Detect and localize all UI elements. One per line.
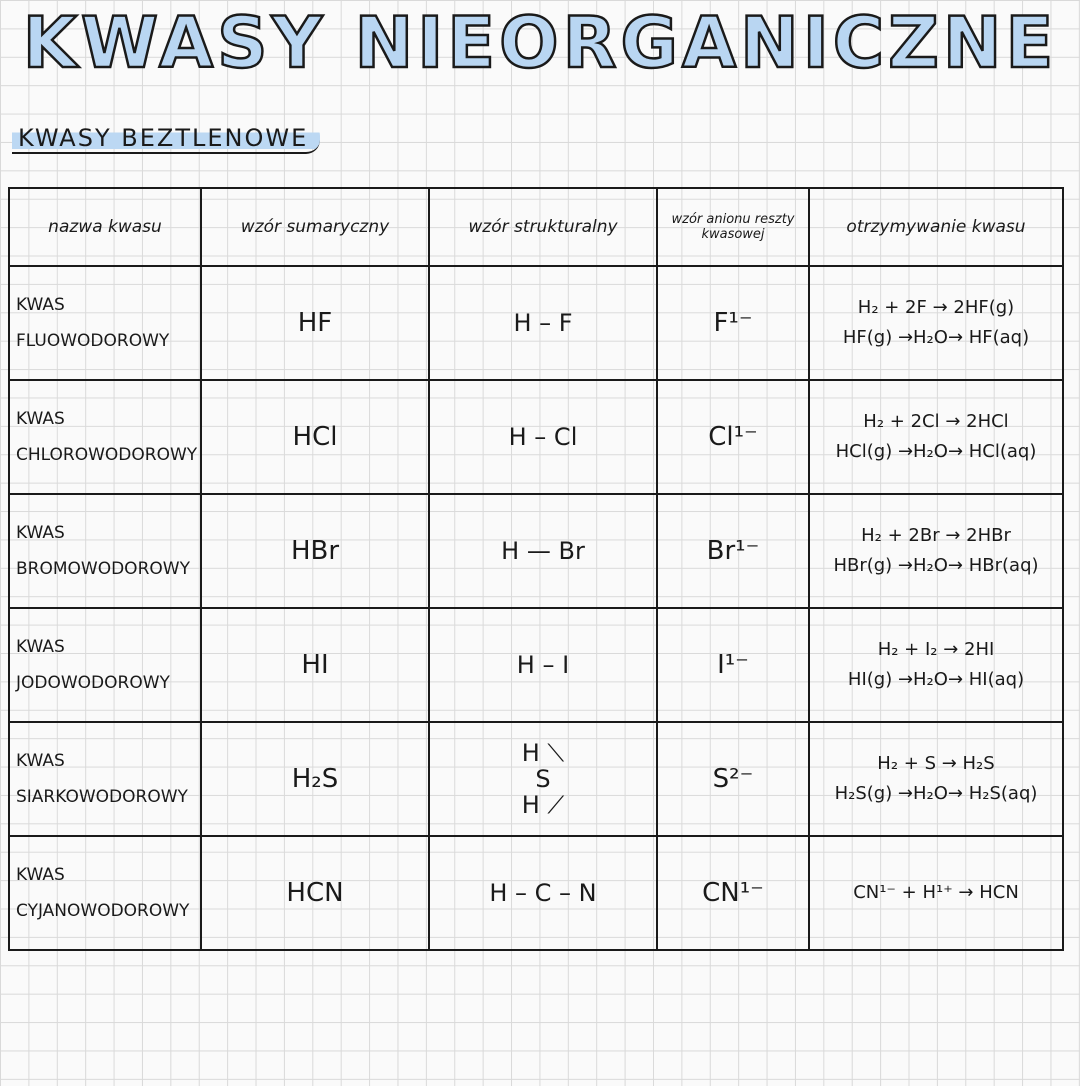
acid-name-line: KWAS	[16, 865, 65, 885]
structural-formula: H – F	[428, 265, 658, 381]
anion: Br¹⁻	[656, 493, 810, 609]
acid-name-line: JODOWODOROWY	[16, 673, 170, 693]
structural-formula: H ⟍ S H ⟋	[428, 721, 658, 837]
anion: S²⁻	[656, 721, 810, 837]
reaction-line: H₂S(g) →H₂O→ H₂S(aq)	[834, 783, 1038, 804]
acid-name: KWAS FLUOWODOROWY	[8, 265, 202, 381]
acid-name-line: CHLOROWODOROWY	[16, 445, 198, 465]
table-row: KWAS FLUOWODOROWY HF H – F F¹⁻ H₂ + 2F → 2HF(…	[8, 265, 1064, 381]
section-heading: KWASY BEZTLENOWE	[12, 122, 321, 154]
table-row: KWAS BROMOWODOROWY HBr H — Br Br¹⁻ H₂ + 2Br →…	[8, 493, 1064, 609]
reaction-line: H₂ + 2Br → 2HBr	[861, 525, 1011, 546]
structural-formula-line: H – C – N	[489, 879, 597, 907]
table-row: KWAS SIARKOWODOROWY H₂S H ⟍ S H ⟋ S²⁻ H₂ + S → …	[8, 721, 1064, 837]
structural-formula-line: H ⟍	[521, 739, 565, 767]
formula: HCl	[200, 379, 430, 495]
reaction: H₂ + 2Br → 2HBr HBr(g) →H₂O→ HBr(aq)	[808, 493, 1064, 609]
acid-table: nazwa kwasu wzór sumaryczny wzór struktura…	[8, 187, 1064, 951]
structural-formula-line: H – F	[513, 309, 573, 337]
acid-name-line: KWAS	[16, 637, 65, 657]
reaction-line: HCl(g) →H₂O→ HCl(aq)	[835, 441, 1037, 462]
structural-formula-line: S	[535, 765, 551, 793]
reaction-line: H₂ + 2F → 2HF(g)	[857, 297, 1015, 318]
structural-formula: H – I	[428, 607, 658, 723]
page-title: KWASY NIEORGANICZNE	[21, 1, 1058, 86]
structural-formula-line: H – Cl	[508, 423, 578, 451]
acid-name-line: KWAS	[16, 751, 65, 771]
acid-name-line: KWAS	[16, 295, 65, 315]
column-header: wzór anionu reszty kwasowej	[656, 187, 810, 267]
table-row: KWAS CHLOROWODOROWY HCl H – Cl Cl¹⁻ H₂ + 2Cl …	[8, 379, 1064, 495]
acid-name-line: KWAS	[16, 523, 65, 543]
formula: HBr	[200, 493, 430, 609]
anion: I¹⁻	[656, 607, 810, 723]
anion: Cl¹⁻	[656, 379, 810, 495]
acid-name-line: SIARKOWODOROWY	[16, 787, 188, 807]
reaction-line: H₂ + 2Cl → 2HCl	[863, 411, 1009, 432]
anion: F¹⁻	[656, 265, 810, 381]
reaction-line: CN¹⁻ + H¹⁺ → HCN	[853, 882, 1019, 903]
reaction-line: HF(g) →H₂O→ HF(aq)	[842, 327, 1030, 348]
acid-name: KWAS BROMOWODOROWY	[8, 493, 202, 609]
structural-formula-line: H ⟋	[521, 791, 565, 819]
acid-name: KWAS CYJANOWODOROWY	[8, 835, 202, 951]
column-header: otrzymywanie kwasu	[808, 187, 1064, 267]
table-row: KWAS CYJANOWODOROWY HCN H – C – N CN¹⁻ CN¹⁻ +…	[8, 835, 1064, 951]
formula: HF	[200, 265, 430, 381]
table-row: KWAS JODOWODOROWY HI H – I I¹⁻ H₂ + I₂ → 2HI H…	[8, 607, 1064, 723]
structural-formula: H – C – N	[428, 835, 658, 951]
formula: H₂S	[200, 721, 430, 837]
column-header: wzór strukturalny	[428, 187, 658, 267]
structural-formula: H – Cl	[428, 379, 658, 495]
structural-formula-line: H — Br	[501, 537, 585, 565]
structural-formula-line: H – I	[516, 651, 570, 679]
formula: HI	[200, 607, 430, 723]
acid-name-line: KWAS	[16, 409, 65, 429]
acid-name: KWAS CHLOROWODOROWY	[8, 379, 202, 495]
header-row: nazwa kwasu wzór sumaryczny wzór struktura…	[8, 187, 1064, 267]
reaction-line: H₂ + I₂ → 2HI	[877, 639, 995, 660]
reaction-line: HBr(g) →H₂O→ HBr(aq)	[833, 555, 1039, 576]
column-header: nazwa kwasu	[8, 187, 202, 267]
structural-formula: H — Br	[428, 493, 658, 609]
reaction: H₂ + S → H₂S H₂S(g) →H₂O→ H₂S(aq)	[808, 721, 1064, 837]
formula: HCN	[200, 835, 430, 951]
reaction: H₂ + 2Cl → 2HCl HCl(g) →H₂O→ HCl(aq)	[808, 379, 1064, 495]
acid-name-line: FLUOWODOROWY	[16, 331, 170, 351]
reaction-line: H₂ + S → H₂S	[877, 753, 995, 774]
reaction-line: HI(g) →H₂O→ HI(aq)	[847, 669, 1025, 690]
acid-name-line: BROMOWODOROWY	[16, 559, 190, 579]
anion: CN¹⁻	[656, 835, 810, 951]
reaction: H₂ + I₂ → 2HI HI(g) →H₂O→ HI(aq)	[808, 607, 1064, 723]
reaction: CN¹⁻ + H¹⁺ → HCN	[808, 835, 1064, 951]
column-header: wzór sumaryczny	[200, 187, 430, 267]
acid-name: KWAS SIARKOWODOROWY	[8, 721, 202, 837]
reaction: H₂ + 2F → 2HF(g) HF(g) →H₂O→ HF(aq)	[808, 265, 1064, 381]
acid-name-line: CYJANOWODOROWY	[16, 901, 190, 921]
table-body: KWAS FLUOWODOROWY HF H – F F¹⁻ H₂ + 2F → 2HF(…	[8, 265, 1064, 951]
acid-name: KWAS JODOWODOROWY	[8, 607, 202, 723]
